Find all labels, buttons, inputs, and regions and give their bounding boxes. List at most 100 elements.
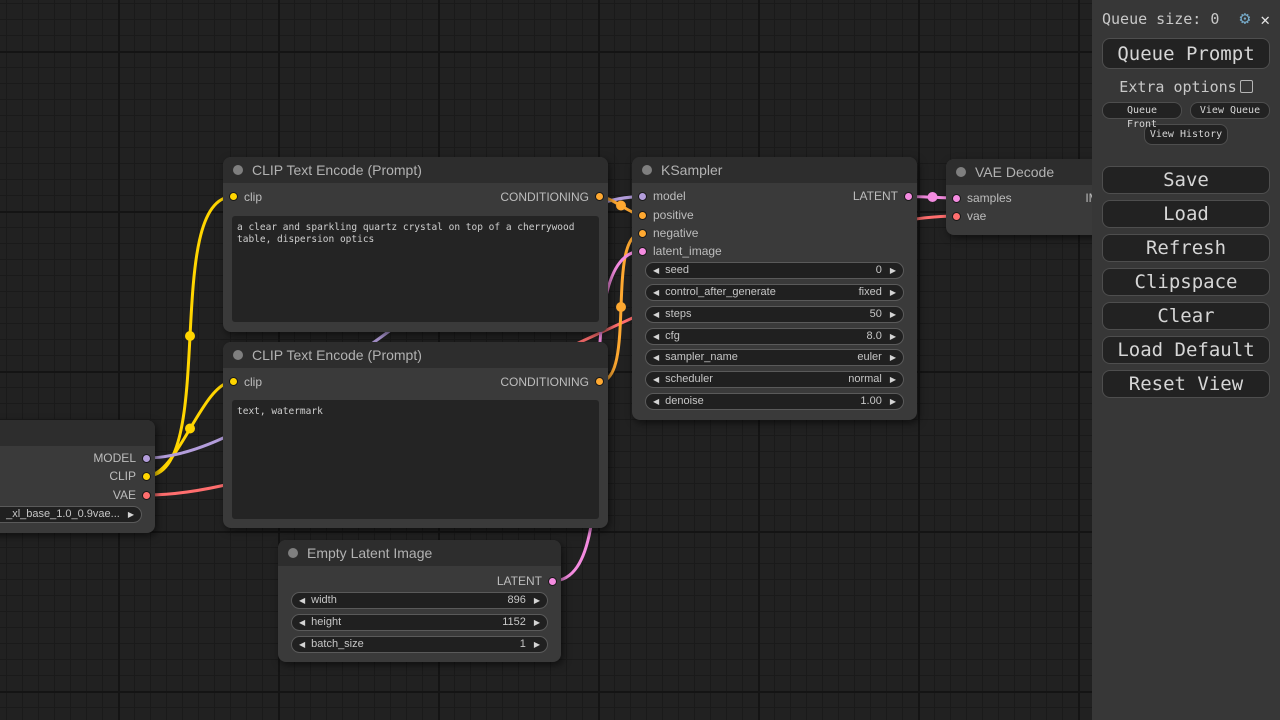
clipspace-button[interactable]: Clipspace xyxy=(1102,268,1270,296)
next-value-arrow-icon[interactable]: ▶ xyxy=(889,352,896,362)
prev-value-arrow-icon[interactable]: ◀ xyxy=(299,639,306,649)
conditioning-output-dot[interactable] xyxy=(595,377,604,386)
node-title-bar[interactable] xyxy=(0,420,155,446)
positive-prompt-textarea[interactable]: a clear and sparkling quartz crystal on … xyxy=(232,216,599,322)
node-title-bar[interactable]: Empty Latent Image xyxy=(278,540,561,566)
comfy-menu-panel: Queue size: 0 ⚙ ✕ Queue Prompt Extra opt… xyxy=(1092,0,1280,720)
cfg-widget[interactable]: ◀ cfg 8.0 ▶ xyxy=(645,327,904,345)
node-title-bar[interactable]: CLIP Text Encode (Prompt) xyxy=(223,342,608,368)
load-button[interactable]: Load xyxy=(1102,200,1270,228)
vae-output-dot[interactable] xyxy=(142,490,151,500)
output-port-vae: VAE xyxy=(113,487,151,504)
queue-prompt-button[interactable]: Queue Prompt xyxy=(1102,38,1270,69)
vae-input-dot[interactable] xyxy=(952,211,961,221)
node-clip-text-encode-negative[interactable]: CLIP Text Encode (Prompt) clip CONDITION… xyxy=(223,342,608,528)
input-port-samples: samples xyxy=(952,190,1012,207)
link-dot xyxy=(927,192,938,202)
save-button[interactable]: Save xyxy=(1102,166,1270,194)
negative-input-dot[interactable] xyxy=(638,228,647,238)
prev-value-arrow-icon[interactable]: ◀ xyxy=(299,617,306,627)
width-widget[interactable]: ◀ width 896 ▶ xyxy=(291,591,548,609)
output-port-clip: CLIP xyxy=(109,468,151,485)
next-value-arrow-icon[interactable]: ▶ xyxy=(889,265,896,275)
queue-actions-row: Queue Front View Queue xyxy=(1102,102,1270,130)
clip-input-dot[interactable] xyxy=(229,377,238,386)
next-value-arrow-icon[interactable]: ▶ xyxy=(533,639,540,649)
clear-button[interactable]: Clear xyxy=(1102,302,1270,330)
node-empty-latent-image[interactable]: Empty Latent Image LATENT ◀ width 896 ▶ … xyxy=(278,540,561,662)
input-port-clip: clip xyxy=(229,188,262,205)
clip-output-dot[interactable] xyxy=(142,471,151,481)
ckpt-name-widget[interactable]: _xl_base_1.0_0.9vae... ▶ xyxy=(0,505,142,523)
collapse-dot-icon[interactable] xyxy=(233,350,243,360)
samples-input-dot[interactable] xyxy=(952,193,961,203)
next-value-arrow-icon[interactable]: ▶ xyxy=(889,396,896,406)
positive-input-dot[interactable] xyxy=(638,210,647,220)
height-widget[interactable]: ◀ height 1152 ▶ xyxy=(291,613,548,631)
extra-options-checkbox[interactable] xyxy=(1239,80,1253,93)
next-value-arrow-icon[interactable]: ▶ xyxy=(533,617,540,627)
input-port-positive: positive xyxy=(638,207,694,224)
scheduler-widget[interactable]: ◀ scheduler normal ▶ xyxy=(645,370,904,388)
latent-output-dot[interactable] xyxy=(904,191,913,201)
collapse-dot-icon[interactable] xyxy=(642,165,652,175)
latent-output-dot[interactable] xyxy=(548,576,557,586)
denoise-widget[interactable]: ◀ denoise 1.00 ▶ xyxy=(645,392,904,410)
prev-value-arrow-icon[interactable]: ◀ xyxy=(653,352,660,362)
batch-size-widget[interactable]: ◀ batch_size 1 ▶ xyxy=(291,635,548,653)
output-port-conditioning: CONDITIONING xyxy=(500,373,604,390)
extra-options-row: Extra options xyxy=(1102,77,1270,96)
queue-size-label: Queue size: 0 xyxy=(1102,10,1220,28)
next-value-arrow-icon[interactable]: ▶ xyxy=(889,287,896,297)
conditioning-output-dot[interactable] xyxy=(595,192,604,201)
seed-widget[interactable]: ◀ seed 0 ▶ xyxy=(645,261,904,279)
prev-value-arrow-icon[interactable]: ◀ xyxy=(653,374,660,384)
clip-input-dot[interactable] xyxy=(229,192,238,201)
extra-options-label: Extra options xyxy=(1119,77,1237,96)
next-value-arrow-icon[interactable]: ▶ xyxy=(889,309,896,319)
link-dot xyxy=(616,200,626,211)
node-load-checkpoint[interactable]: MODEL CLIP VAE _xl_base_1.0_0.9vae... ▶ xyxy=(0,420,155,533)
prev-value-arrow-icon[interactable]: ◀ xyxy=(653,331,660,341)
next-value-arrow-icon[interactable]: ▶ xyxy=(127,509,134,519)
sampler-name-widget[interactable]: ◀ sampler_name euler ▶ xyxy=(645,348,904,366)
output-port-conditioning: CONDITIONING xyxy=(500,188,604,205)
node-title-bar[interactable]: CLIP Text Encode (Prompt) xyxy=(223,157,608,183)
collapse-dot-icon[interactable] xyxy=(288,548,298,558)
link-dot xyxy=(185,331,195,341)
reset-view-button[interactable]: Reset View xyxy=(1102,370,1270,398)
next-value-arrow-icon[interactable]: ▶ xyxy=(889,374,896,384)
input-port-clip: clip xyxy=(229,373,262,390)
view-history-button[interactable]: View History xyxy=(1144,124,1228,145)
input-port-latent-image: latent_image xyxy=(638,243,722,260)
output-port-model: MODEL xyxy=(93,450,151,467)
control-after-generate-widget[interactable]: ◀ control_after_generate fixed ▶ xyxy=(645,283,904,301)
model-input-dot[interactable] xyxy=(638,191,647,201)
negative-prompt-textarea[interactable]: text, watermark xyxy=(232,400,599,519)
collapse-dot-icon[interactable] xyxy=(233,165,243,175)
prev-value-arrow-icon[interactable]: ◀ xyxy=(653,265,660,275)
next-value-arrow-icon[interactable]: ▶ xyxy=(889,331,896,341)
next-value-arrow-icon[interactable]: ▶ xyxy=(533,595,540,605)
input-port-vae: vae xyxy=(952,208,986,225)
model-output-dot[interactable] xyxy=(142,453,151,463)
node-clip-text-encode-positive[interactable]: CLIP Text Encode (Prompt) clip CONDITION… xyxy=(223,157,608,332)
queue-size-row: Queue size: 0 ⚙ ✕ xyxy=(1102,8,1270,30)
node-ksampler[interactable]: KSampler model positive negative latent_… xyxy=(632,157,917,420)
output-port-latent: LATENT xyxy=(853,188,913,205)
refresh-button[interactable]: Refresh xyxy=(1102,234,1270,262)
prev-value-arrow-icon[interactable]: ◀ xyxy=(299,595,306,605)
prev-value-arrow-icon[interactable]: ◀ xyxy=(653,396,660,406)
prev-value-arrow-icon[interactable]: ◀ xyxy=(653,287,660,297)
prev-value-arrow-icon[interactable]: ◀ xyxy=(653,309,660,319)
node-title-bar[interactable]: KSampler xyxy=(632,157,917,183)
view-queue-button[interactable]: View Queue xyxy=(1190,102,1270,119)
load-default-button[interactable]: Load Default xyxy=(1102,336,1270,364)
close-menu-icon[interactable]: ✕ xyxy=(1260,9,1270,29)
queue-front-button[interactable]: Queue Front xyxy=(1102,102,1182,130)
latent-input-dot[interactable] xyxy=(638,246,647,256)
settings-gear-icon[interactable]: ⚙ xyxy=(1239,8,1251,29)
collapse-dot-icon[interactable] xyxy=(956,167,966,177)
steps-widget[interactable]: ◀ steps 50 ▶ xyxy=(645,305,904,323)
